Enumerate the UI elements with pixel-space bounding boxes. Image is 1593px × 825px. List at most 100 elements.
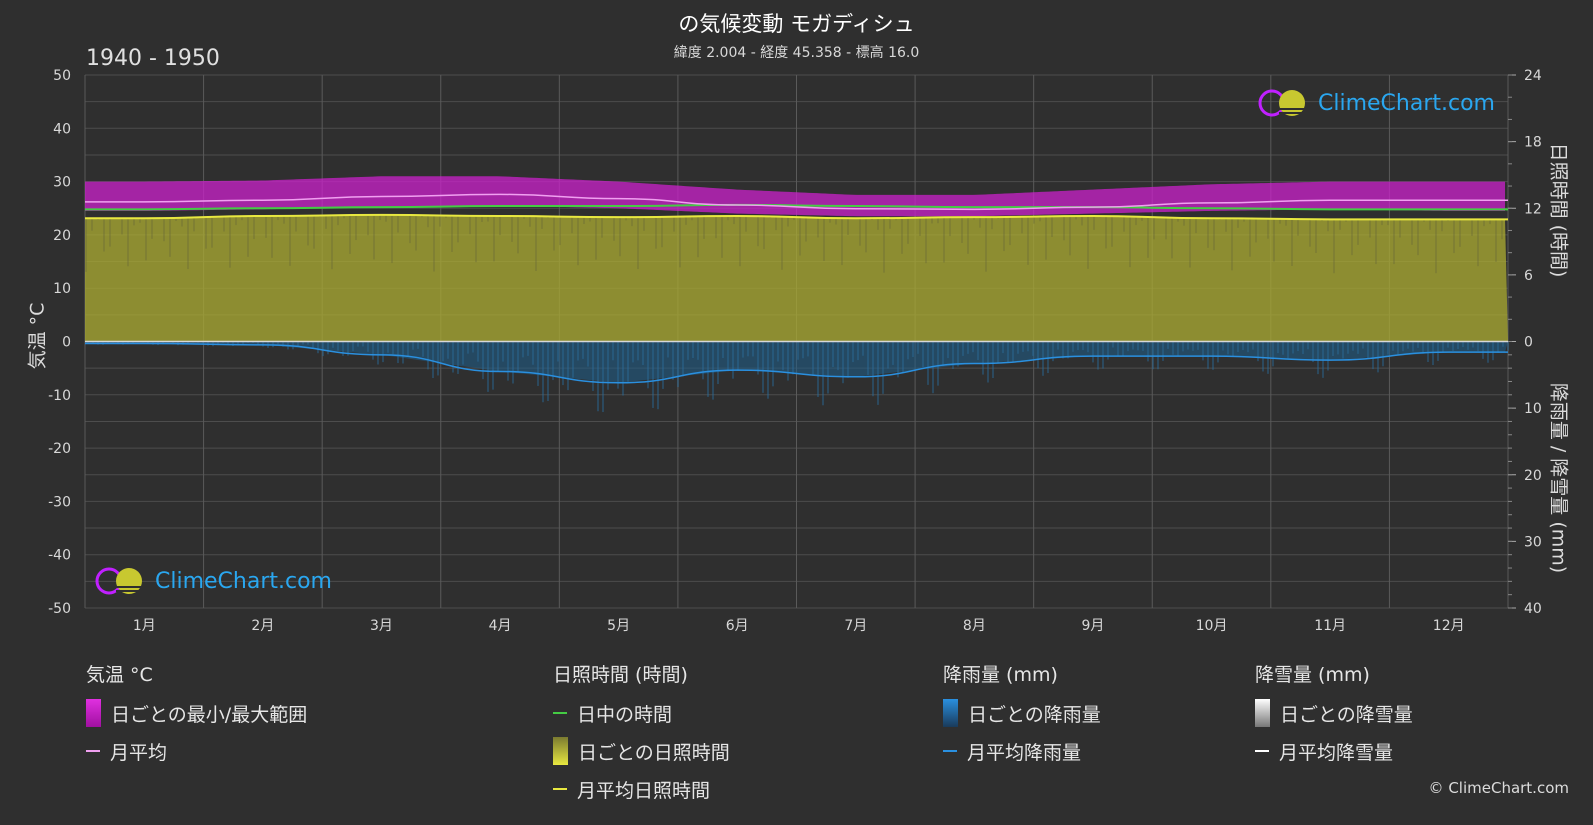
sunshine-dip	[1267, 218, 1269, 239]
rain-daily-bar	[697, 341, 699, 360]
rain-daily-bar	[442, 341, 444, 362]
sunshine-dip	[205, 217, 207, 249]
rain-daily-bar	[752, 341, 754, 357]
left-tick-label: 20	[53, 228, 71, 244]
sunshine-dip	[1183, 217, 1185, 226]
sunshine-dip	[367, 215, 369, 236]
rain-daily-bar	[1262, 341, 1264, 372]
rain-daily-bar	[1022, 341, 1024, 352]
sunshine-dip	[841, 217, 843, 266]
swatch-rain-daily	[943, 699, 958, 727]
rain-daily-bar	[1457, 341, 1459, 350]
rain-daily-bar	[982, 341, 984, 375]
sunshine-dip	[1435, 219, 1437, 274]
rain-daily-bar	[1207, 341, 1209, 369]
legend-rain-mean: 月平均降雨量	[943, 739, 1101, 764]
sunshine-dip	[787, 216, 789, 227]
rain-daily-bar	[392, 341, 394, 355]
sunshine-dip	[283, 215, 285, 224]
rain-daily-bar	[577, 341, 579, 361]
rain-daily-bar	[427, 341, 429, 370]
rain-daily-bar	[447, 341, 449, 359]
rain-daily-bar	[887, 341, 889, 369]
rain-daily-bar	[852, 341, 854, 363]
sunshine-dip	[193, 217, 195, 232]
sunshine-dip	[1333, 219, 1335, 274]
sunshine-dip	[1477, 219, 1479, 267]
sunshine-dip	[415, 215, 417, 251]
sunshine-dip	[493, 215, 495, 262]
sunshine-dip	[265, 216, 267, 238]
sunshine-dip	[985, 217, 987, 272]
rain-daily-bar	[1052, 341, 1054, 362]
rain-daily-bar	[1237, 341, 1239, 353]
sunshine-dip	[937, 217, 939, 224]
sunshine-dip	[487, 215, 489, 222]
rain-daily-bar	[1287, 341, 1289, 359]
sunshine-dip	[895, 217, 897, 221]
rain-daily-bar	[322, 341, 324, 357]
sunshine-dip	[1165, 217, 1167, 240]
sunshine-dip	[499, 216, 501, 236]
rain-daily-bar	[1297, 341, 1299, 352]
swatch-snow-mean	[1255, 750, 1269, 752]
sunshine-dip	[1081, 216, 1083, 226]
sunshine-dip	[1459, 219, 1461, 247]
rain-daily-bar	[1072, 341, 1074, 352]
rain-daily-bar	[1027, 341, 1029, 352]
rain-daily-bar	[1507, 341, 1509, 351]
month-label: 5月	[607, 618, 630, 634]
sunshine-dip	[1225, 218, 1227, 232]
rain-daily-bar	[1132, 341, 1134, 350]
rain-daily-bar	[1302, 341, 1304, 354]
sunshine-dip	[559, 216, 561, 246]
rain-daily-bar	[1327, 341, 1329, 371]
rain-daily-bar	[742, 341, 744, 358]
sunshine-dip	[865, 218, 867, 253]
rain-daily-bar	[1367, 341, 1369, 359]
month-label: 6月	[726, 618, 749, 634]
sunshine-dip	[619, 217, 621, 257]
rain-daily-bar	[547, 341, 549, 401]
sunshine-dip	[337, 215, 339, 226]
rain-daily-bar	[312, 341, 314, 349]
rain-daily-bar	[1107, 341, 1109, 360]
rain-daily-bar	[347, 341, 349, 356]
legend-snow-daily: 日ごとの降雪量	[1255, 699, 1413, 727]
rain-daily-bar	[757, 341, 759, 375]
rain-daily-bar	[277, 341, 279, 345]
rain-daily-bar	[792, 341, 794, 375]
rain-daily-bar	[502, 341, 504, 362]
sunshine-dip	[409, 215, 411, 244]
sunshine-dip	[1249, 218, 1251, 257]
sunshine-dip	[1009, 216, 1011, 246]
sunshine-dip	[1213, 218, 1215, 251]
legend-sunshine: 日照時間 (時間) 日中の時間 日ごとの日照時間 月平均日照時間	[553, 660, 730, 815]
rain-daily-bar	[1417, 341, 1419, 348]
left-tick-label: 30	[53, 175, 71, 191]
rain-daily-bar	[187, 341, 189, 344]
left-tick-label: 10	[53, 281, 71, 297]
logo-text: ClimeChart.com	[1318, 90, 1495, 116]
sunshine-dip	[703, 216, 705, 239]
rain-daily-bar	[532, 341, 534, 365]
sunshine-dip	[1483, 219, 1485, 227]
month-label: 3月	[370, 618, 393, 634]
sunshine-dip	[1147, 217, 1149, 258]
rain-daily-bar	[147, 341, 149, 344]
rain-daily-bar	[342, 341, 344, 356]
sunshine-layer	[85, 214, 1509, 342]
rain-daily-bar	[1037, 341, 1039, 369]
left-tick-label: 40	[53, 121, 71, 137]
right-sun-tick-label: 6	[1524, 268, 1533, 284]
rain-daily-bar	[542, 341, 544, 403]
left-tick-label: -10	[48, 388, 71, 404]
sunshine-dip	[1177, 217, 1179, 222]
sunshine-dip	[211, 216, 213, 248]
rain-daily-bar	[1137, 341, 1139, 351]
rain-daily-bar	[717, 341, 719, 385]
rain-daily-bar	[337, 341, 339, 351]
rain-daily-bar	[897, 341, 899, 378]
rain-daily-bar	[1492, 341, 1494, 361]
rain-daily-bar	[1482, 341, 1484, 359]
